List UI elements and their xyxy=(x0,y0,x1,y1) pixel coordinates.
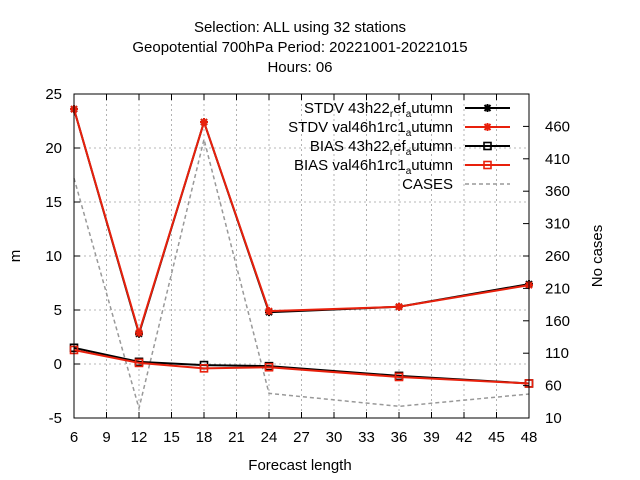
legend-entry: BIAS 43h22refautumn xyxy=(310,138,510,158)
star-marker xyxy=(483,123,492,131)
y2-tick-label: 60 xyxy=(545,378,562,395)
series-3 xyxy=(69,345,534,388)
star-marker xyxy=(483,104,492,112)
y-axis-label: m xyxy=(7,250,24,263)
legend-entry: CASES xyxy=(402,176,510,193)
x-tick-label: 9 xyxy=(102,429,110,446)
series-4 xyxy=(73,139,530,412)
title-line-2: Geopotential 700hPa Period: 20221001-202… xyxy=(132,39,467,56)
x-tick-label: 30 xyxy=(326,429,343,446)
x-tick-label: 42 xyxy=(456,429,473,446)
x-axis-label: Forecast length xyxy=(248,457,351,474)
square-marker xyxy=(264,362,274,372)
x-tick-label: 39 xyxy=(423,429,440,446)
y2-tick-label: 210 xyxy=(545,280,570,297)
x-tick-label: 18 xyxy=(196,429,213,446)
series-line xyxy=(73,139,530,412)
star-marker xyxy=(200,118,208,127)
legend-entry: STDV val46h1rc1autumn xyxy=(288,119,510,139)
series-line xyxy=(73,108,530,337)
y2-tick-label: 260 xyxy=(545,248,570,265)
y2-tick-label: 460 xyxy=(545,118,570,135)
star-marker xyxy=(395,302,403,311)
y2-tick-label: 410 xyxy=(545,151,570,168)
y-tick-label: -5 xyxy=(49,410,62,427)
x-tick-label: 24 xyxy=(261,429,278,446)
tick-labels: 6 9 12 15 18 21 24 27 30 33 36 39 42 45 48 -5 0 5 10 15 20 25… xyxy=(45,86,570,446)
square-marker xyxy=(483,160,492,170)
y-tick-label: 10 xyxy=(45,248,62,265)
star-marker xyxy=(265,307,273,316)
y-tick-label: 5 xyxy=(54,302,62,319)
x-tick-label: 33 xyxy=(358,429,375,446)
ticks xyxy=(73,93,530,419)
y2-tick-label: 110 xyxy=(545,345,569,362)
legend-label: STDV val46h1rc1autumn xyxy=(288,119,453,139)
square-marker xyxy=(394,372,404,382)
square-marker xyxy=(134,358,144,368)
legend-entry: BIAS val46h1rc1autumn xyxy=(294,157,510,177)
x-tick-label: 6 xyxy=(70,429,78,446)
square-marker xyxy=(199,364,209,373)
legend-label: CASES xyxy=(402,176,453,193)
x-tick-label: 48 xyxy=(521,429,538,446)
y2-tick-label: 360 xyxy=(545,183,570,200)
star-marker xyxy=(135,328,143,337)
y2-tick-label: 160 xyxy=(545,313,570,330)
x-tick-label: 45 xyxy=(488,429,505,446)
y2-axis-label: No cases xyxy=(589,225,606,288)
y-tick-label: 20 xyxy=(45,140,62,157)
legend-label: BIAS 43h22refautumn xyxy=(310,138,453,158)
legend-label: BIAS val46h1rc1autumn xyxy=(294,157,453,177)
y-tick-label: 25 xyxy=(45,86,62,103)
square-marker xyxy=(483,141,492,151)
y-tick-label: 0 xyxy=(54,356,62,373)
title-line-1: Selection: ALL using 32 stations xyxy=(194,19,406,36)
x-tick-label: 12 xyxy=(131,429,148,446)
y2-tick-label: 310 xyxy=(545,216,570,233)
x-tick-label: 36 xyxy=(391,429,408,446)
legend-label: STDV 43h22refautumn xyxy=(304,100,453,120)
title-line-3: Hours: 06 xyxy=(267,59,332,76)
legend-entry: STDV 43h22refautumn xyxy=(304,100,510,120)
x-tick-label: 21 xyxy=(228,429,245,446)
y2-tick-label: 10 xyxy=(545,410,562,427)
x-tick-label: 27 xyxy=(293,429,310,446)
y-tick-label: 15 xyxy=(45,194,62,211)
chart-title: Selection: ALL using 32 stations Geopote… xyxy=(132,19,467,76)
x-tick-label: 15 xyxy=(163,429,180,446)
series-line xyxy=(73,348,530,385)
